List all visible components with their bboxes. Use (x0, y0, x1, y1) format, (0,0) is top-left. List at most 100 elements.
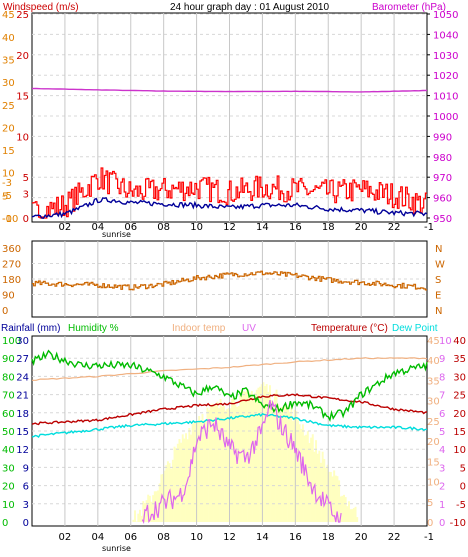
barometer-tick: 1030 (433, 51, 458, 62)
windspeed-tick: 20 (16, 51, 29, 62)
beaufort-tick: 35 (2, 55, 15, 66)
humidity-tick: 70 (2, 391, 15, 402)
uv-tick: 8 (439, 372, 445, 383)
solar-bar (328, 471, 331, 522)
solar-bar (306, 431, 309, 522)
solar-bar (300, 428, 303, 522)
humidity-tick: 80 (2, 372, 15, 383)
legend-indoor-temp: Indoor temp (172, 323, 226, 334)
direction-tick: 0 (2, 306, 8, 317)
solar-bar (275, 389, 278, 522)
solar-bar (269, 385, 271, 522)
humidity-tick: 30 (2, 463, 15, 474)
solar-bar (242, 391, 245, 522)
solar-bar (231, 399, 234, 522)
solar-bar (226, 409, 229, 522)
solar-bar (213, 406, 215, 522)
windspeed-tick: 3 (23, 190, 29, 201)
solar-bar (351, 509, 354, 522)
solar-bar (245, 389, 248, 522)
solar-bar (185, 433, 188, 522)
solar-bar (282, 411, 285, 522)
compass-tick: N (435, 244, 442, 255)
humidity-tick: 20 (2, 482, 15, 493)
solar-bar (250, 391, 253, 522)
x-tick-label: 16 (289, 532, 302, 543)
barometer-axis-title: Barometer (hPa) (372, 2, 446, 13)
solar-bar (320, 462, 322, 522)
solar-bar (241, 390, 243, 522)
solar-tick: 10 (427, 478, 440, 489)
x-tick-label: 18 (322, 532, 335, 543)
legend-humidity: Humidity % (68, 323, 119, 334)
solar-bar (290, 406, 293, 522)
uv-tick: 9 (439, 354, 445, 365)
humidity-tick: 40 (2, 445, 15, 456)
uv-tick: 1 (439, 500, 445, 511)
solar-bar (171, 459, 174, 522)
solar-tick: 45 (427, 336, 440, 347)
rainfall-tick: 6 (23, 482, 29, 493)
solar-bar (232, 397, 235, 522)
barometer-tick: 1040 (433, 30, 458, 41)
solar-tick: 15 (427, 457, 440, 468)
solar-bar (209, 405, 212, 522)
solar-bar (168, 463, 171, 522)
barometer-line (31, 87, 428, 93)
beaufort-tick: 5 (2, 191, 8, 202)
compass-tick: S (435, 275, 441, 286)
windspeed-tick: 5 (23, 173, 29, 184)
solar-bar (244, 391, 247, 522)
x-tick-label: 20 (355, 222, 368, 233)
humidity-tick: 90 (2, 354, 15, 365)
legend-dew-point: Dew Point (392, 323, 438, 334)
barometer-tick: 1000 (433, 112, 458, 123)
solar-bar (346, 506, 349, 522)
solar-bar (211, 403, 214, 522)
solar-bar (273, 393, 276, 522)
solar-bar (262, 382, 265, 522)
solar-bar (329, 471, 332, 522)
solar-bar (163, 470, 166, 522)
solar-bar (331, 476, 334, 522)
beaufort-tick: -5 (2, 191, 12, 202)
solar-bar (196, 422, 199, 522)
x-tick-label: 20 (355, 532, 368, 543)
solar-bar (303, 435, 306, 522)
solar-bar (323, 458, 326, 522)
solar-bar (254, 392, 257, 522)
rainfall-tick: 9 (23, 463, 29, 474)
solar-bar (194, 421, 197, 522)
solar-bar (134, 510, 136, 522)
solar-bar (252, 398, 255, 522)
solar-bar (272, 401, 275, 522)
solar-bar (343, 494, 346, 522)
x-tick-label: 10 (190, 222, 203, 233)
legend-temperature: Temperature (°C) (311, 323, 388, 334)
chart-title: 24 hour graph day : 01 August 2010 (170, 2, 329, 13)
solar-tick: 40 (427, 356, 440, 367)
solar-bar (336, 476, 339, 522)
temperature-tick: 40 (453, 336, 466, 347)
solar-bar (352, 508, 355, 522)
barometer-tick: 1010 (433, 92, 458, 103)
beaufort-tick: -3 (2, 178, 12, 189)
solar-tick: 30 (427, 397, 440, 408)
solar-bar (216, 401, 219, 522)
x-tick-label: 02 (59, 532, 72, 543)
uv-tick: 0 (439, 518, 445, 529)
rainfall-tick: 21 (16, 391, 29, 402)
solar-bar (214, 404, 217, 522)
solar-bar (219, 398, 222, 522)
solar-bar (349, 509, 352, 522)
solar-bar (183, 438, 186, 522)
x-tick-label: 14 (256, 222, 269, 233)
solar-bar (333, 470, 336, 522)
solar-bar (236, 407, 239, 522)
solar-bar (132, 519, 135, 522)
beaufort-tick: 30 (2, 78, 15, 89)
solar-bar (296, 420, 299, 522)
solar-bar (239, 395, 242, 522)
x-tick-label: 22 (388, 532, 401, 543)
